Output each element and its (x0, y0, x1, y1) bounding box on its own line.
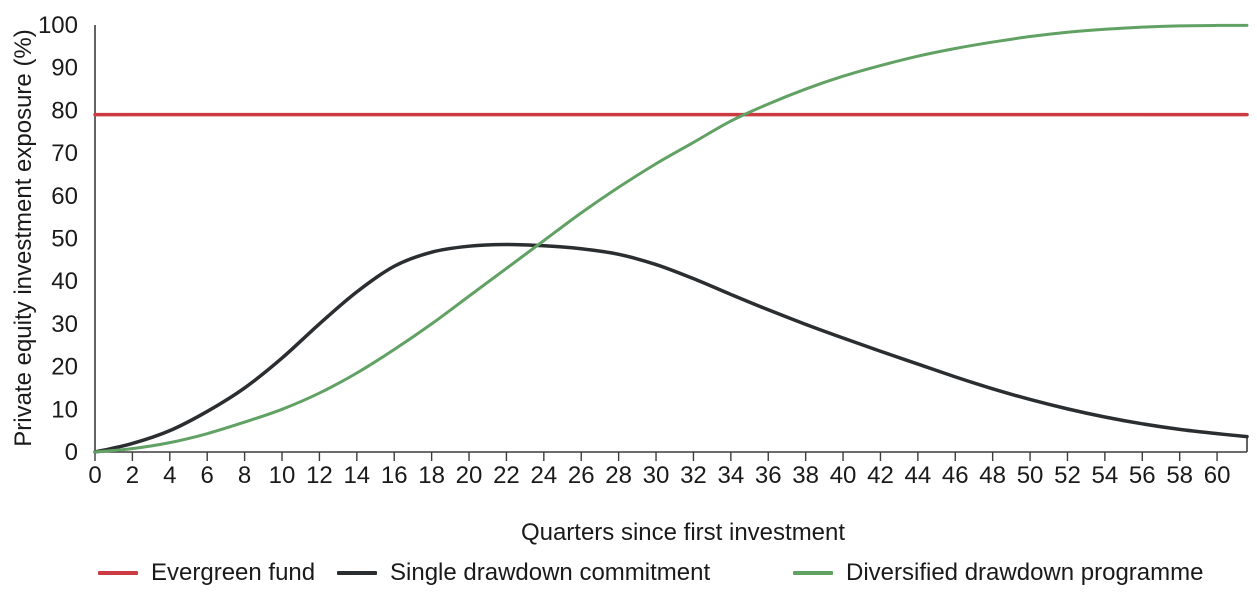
y-tick-label: 70 (51, 140, 78, 167)
series-line-single-drawdown-commitment (93, 242, 1249, 454)
x-tick-label: 50 (1017, 462, 1044, 489)
x-tick-label: 60 (1204, 462, 1231, 489)
y-tick-label: 20 (51, 354, 78, 381)
x-tick-label: 40 (830, 462, 857, 489)
y-tick-label: 40 (51, 268, 78, 295)
x-tick-label: 22 (493, 462, 520, 489)
y-tick-label: 0 (65, 439, 78, 466)
y-tick-label: 30 (51, 311, 78, 338)
x-tick-label: 0 (88, 462, 101, 489)
x-tick-label: 30 (643, 462, 670, 489)
x-tick-label: 56 (1129, 462, 1156, 489)
y-tick-label: 90 (51, 55, 78, 82)
x-tick-label: 4 (163, 462, 176, 489)
x-tick-label: 2 (126, 462, 139, 489)
y-tick-label: 60 (51, 183, 78, 210)
x-tick-label: 36 (755, 462, 782, 489)
x-tick-label: 20 (456, 462, 483, 489)
x-tick-label: 58 (1166, 462, 1193, 489)
x-tick-label: 12 (306, 462, 333, 489)
x-tick-label: 14 (343, 462, 370, 489)
x-tick-label: 26 (568, 462, 595, 489)
x-tick-label: 34 (717, 462, 744, 489)
y-tick-label: 10 (51, 396, 78, 423)
y-tick-label: 100 (38, 12, 78, 39)
x-tick-label: 44 (905, 462, 932, 489)
x-tick-label: 16 (381, 462, 408, 489)
y-tick-label: 50 (51, 226, 78, 253)
x-tick-label: 48 (979, 462, 1006, 489)
y-axis-title: Private equity investment exposure (%) (10, 29, 37, 447)
x-tick-label: 54 (1092, 462, 1119, 489)
x-tick-label: 6 (201, 462, 214, 489)
x-tick-label: 10 (269, 462, 296, 489)
x-tick-label: 52 (1054, 462, 1081, 489)
x-tick-label: 46 (942, 462, 969, 489)
x-tick-label: 42 (867, 462, 894, 489)
x-tick-label: 8 (238, 462, 251, 489)
series-line-diversified-drawdown-programme (93, 23, 1249, 454)
x-tick-label: 28 (605, 462, 632, 489)
x-tick-label: 24 (530, 462, 557, 489)
x-tick-label: 18 (418, 462, 445, 489)
x-tick-label: 32 (680, 462, 707, 489)
x-axis-title: Quarters since first investment (521, 519, 845, 546)
x-tick-label: 38 (792, 462, 819, 489)
y-tick-label: 80 (51, 97, 78, 124)
